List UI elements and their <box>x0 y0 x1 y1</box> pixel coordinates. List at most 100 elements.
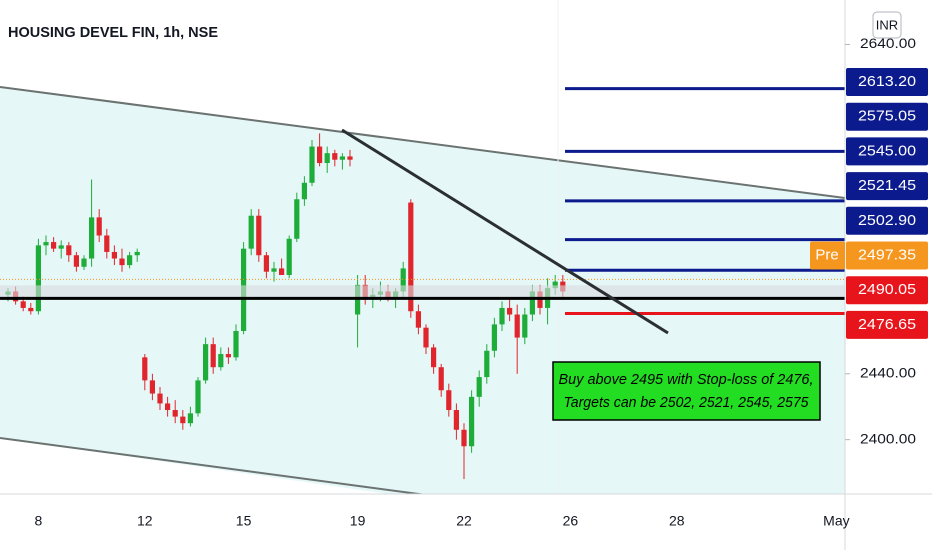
candle-body <box>408 202 414 312</box>
level-label: 2575.05 <box>858 108 916 125</box>
candle-body <box>552 281 558 289</box>
level-label-box <box>846 172 928 201</box>
candle-body <box>415 311 421 328</box>
x-tick-label: 26 <box>563 513 579 529</box>
x-tick-label: 12 <box>137 513 153 529</box>
candle-body <box>400 268 406 292</box>
candle-body <box>20 301 26 308</box>
candle-body <box>499 307 505 325</box>
candle-body <box>522 314 528 338</box>
level-label-box <box>846 310 928 339</box>
x-tick-label: 15 <box>236 513 252 529</box>
channel-upper <box>0 86 845 199</box>
candle-body <box>180 416 186 424</box>
annotation-box <box>552 361 821 421</box>
x-tick-label: May <box>823 513 849 529</box>
level-label: 2502.90 <box>858 212 916 229</box>
candle-body <box>96 217 102 236</box>
candle-body <box>286 238 292 275</box>
x-tick-label: 19 <box>350 513 366 529</box>
annotation-text: Targets can be 2502, 2521, 2545, 2575 <box>564 394 810 411</box>
candle-body <box>271 268 277 272</box>
candle-body <box>142 357 148 381</box>
level-label-box <box>846 137 928 166</box>
candle-body <box>119 258 125 266</box>
candle-body <box>81 258 87 267</box>
x-tick-label: 8 <box>35 513 43 529</box>
level-band <box>0 285 845 298</box>
candle-body <box>431 347 437 368</box>
level-label: 2521.45 <box>858 177 916 194</box>
candle-body <box>347 156 353 160</box>
currency-badge[interactable] <box>872 11 902 39</box>
candle-body <box>256 215 262 256</box>
candle-body <box>225 354 231 358</box>
level-tag: Pre <box>815 246 838 263</box>
trend-line <box>341 128 669 335</box>
annotation: Buy above 2495 with Stop-loss of 2476, T… <box>552 361 821 421</box>
candle-body <box>149 380 155 394</box>
level-label: 2497.35 <box>858 246 916 263</box>
channel-lower <box>0 437 427 494</box>
candle-body <box>453 410 459 430</box>
y-tick-label: 2400.00 <box>860 430 916 446</box>
candle-body <box>104 235 110 252</box>
candle-body <box>446 390 452 411</box>
candle-body <box>28 307 34 312</box>
candle-body <box>111 251 117 259</box>
level-label-box <box>846 206 928 235</box>
candle-body <box>210 344 216 368</box>
candle-body <box>332 153 338 160</box>
candle-body <box>233 330 239 358</box>
candle-body <box>423 327 429 348</box>
candle-body <box>514 314 520 338</box>
level-label-box <box>846 68 928 96</box>
candle-body <box>195 380 201 414</box>
candle-body <box>339 156 345 160</box>
level-label-box <box>846 102 928 131</box>
candle-body <box>248 215 254 249</box>
candle-body <box>89 217 95 259</box>
y-tick-label: 2440.00 <box>860 364 916 380</box>
candle-body <box>51 242 57 249</box>
y-tick-label: 2640.00 <box>860 35 916 51</box>
candle-body <box>172 410 178 417</box>
candle-body <box>279 268 285 275</box>
annotation-text: Buy above 2495 with Stop-loss of 2476, <box>559 371 814 388</box>
candle-body <box>203 344 209 381</box>
candle-body <box>218 354 224 368</box>
level-label: 2490.05 <box>858 281 916 298</box>
marks <box>0 87 845 480</box>
level-label: 2476.65 <box>858 316 916 333</box>
candle-body <box>301 182 307 200</box>
candle-body <box>484 350 490 378</box>
candle-body <box>469 396 475 447</box>
candle-body <box>187 413 193 424</box>
level-label: 2545.00 <box>858 142 916 159</box>
x-tick-label: 22 <box>456 513 472 529</box>
candle-body <box>491 324 497 351</box>
candle-body <box>438 367 444 391</box>
candle-body <box>529 291 535 315</box>
candle-body <box>476 377 482 397</box>
candle-body <box>507 307 513 315</box>
chart-title: HOUSING DEVEL FIN, 1h, NSE <box>8 24 218 41</box>
level-label-box <box>846 241 928 270</box>
level-tag-box <box>810 241 845 270</box>
candle-body <box>73 255 79 267</box>
candle-body <box>317 146 323 164</box>
candle-body <box>157 393 163 404</box>
candle-body <box>134 251 140 256</box>
candle-body <box>309 146 315 183</box>
axes: 2400.00 2440.00 2640.00 8 12 15 19 22 26 28 May 261… <box>35 35 928 529</box>
candle-body <box>294 199 300 239</box>
currency-label: INR <box>876 17 898 32</box>
x-tick-label: 28 <box>669 513 685 529</box>
candle-body <box>324 153 330 164</box>
candle-body <box>35 245 41 312</box>
candle-body <box>58 245 64 249</box>
level-label-box <box>846 276 928 305</box>
candle-body <box>66 245 72 256</box>
candle-body <box>263 255 269 272</box>
